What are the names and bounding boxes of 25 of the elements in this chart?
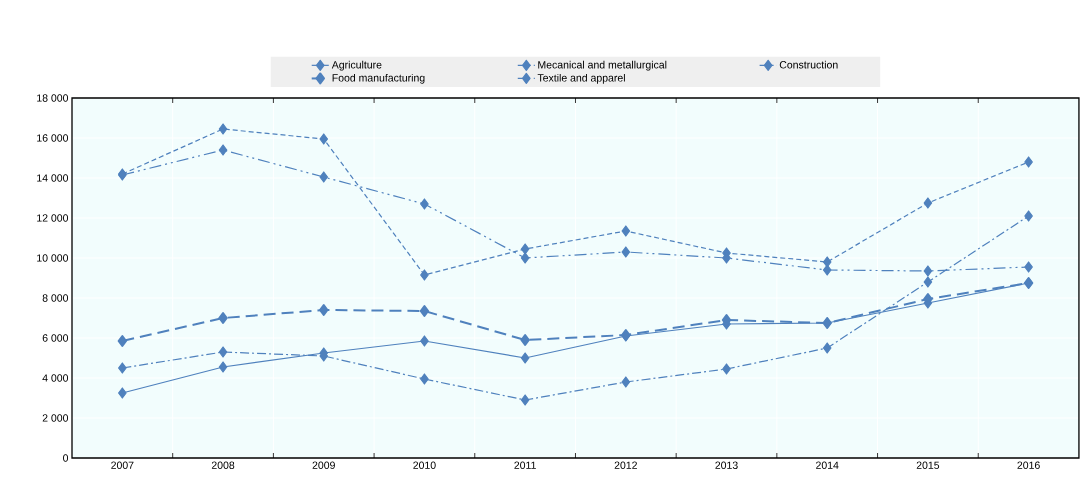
legend-label: Textile and apparel [537, 73, 625, 84]
y-tick-label: 4 000 [42, 374, 69, 382]
x-tick-label: 2011 [514, 461, 536, 469]
y-tick-label: 16 000 [37, 134, 69, 142]
x-tick-label: 2016 [1017, 461, 1040, 469]
legend-label: Food manufacturing [332, 73, 425, 84]
y-tick-label: 10 000 [37, 254, 69, 262]
x-tick-label: 2008 [211, 461, 235, 469]
legend-label: Construction [779, 60, 838, 69]
y-tick-label: 12 000 [37, 214, 69, 222]
x-tick-label: 2014 [816, 461, 839, 469]
legend-label: Agriculture [331, 60, 382, 71]
x-tick-label: 2015 [916, 461, 940, 469]
x-tick-label: 2009 [312, 461, 335, 469]
y-tick-label: 18 000 [37, 94, 69, 102]
x-tick-label: 2012 [614, 461, 637, 469]
x-tick-label: 2013 [715, 461, 738, 469]
legend-label: Mecanical and metallurgical [538, 60, 667, 71]
y-tick-label: 14 000 [37, 174, 69, 182]
y-tick-label: 0 [63, 454, 69, 462]
y-tick-label: 8 000 [42, 294, 69, 302]
x-tick-label: 2007 [111, 461, 134, 469]
y-tick-label: 2 000 [42, 414, 69, 422]
y-tick-label: 6 000 [42, 334, 69, 342]
x-tick-label: 2010 [413, 461, 436, 469]
